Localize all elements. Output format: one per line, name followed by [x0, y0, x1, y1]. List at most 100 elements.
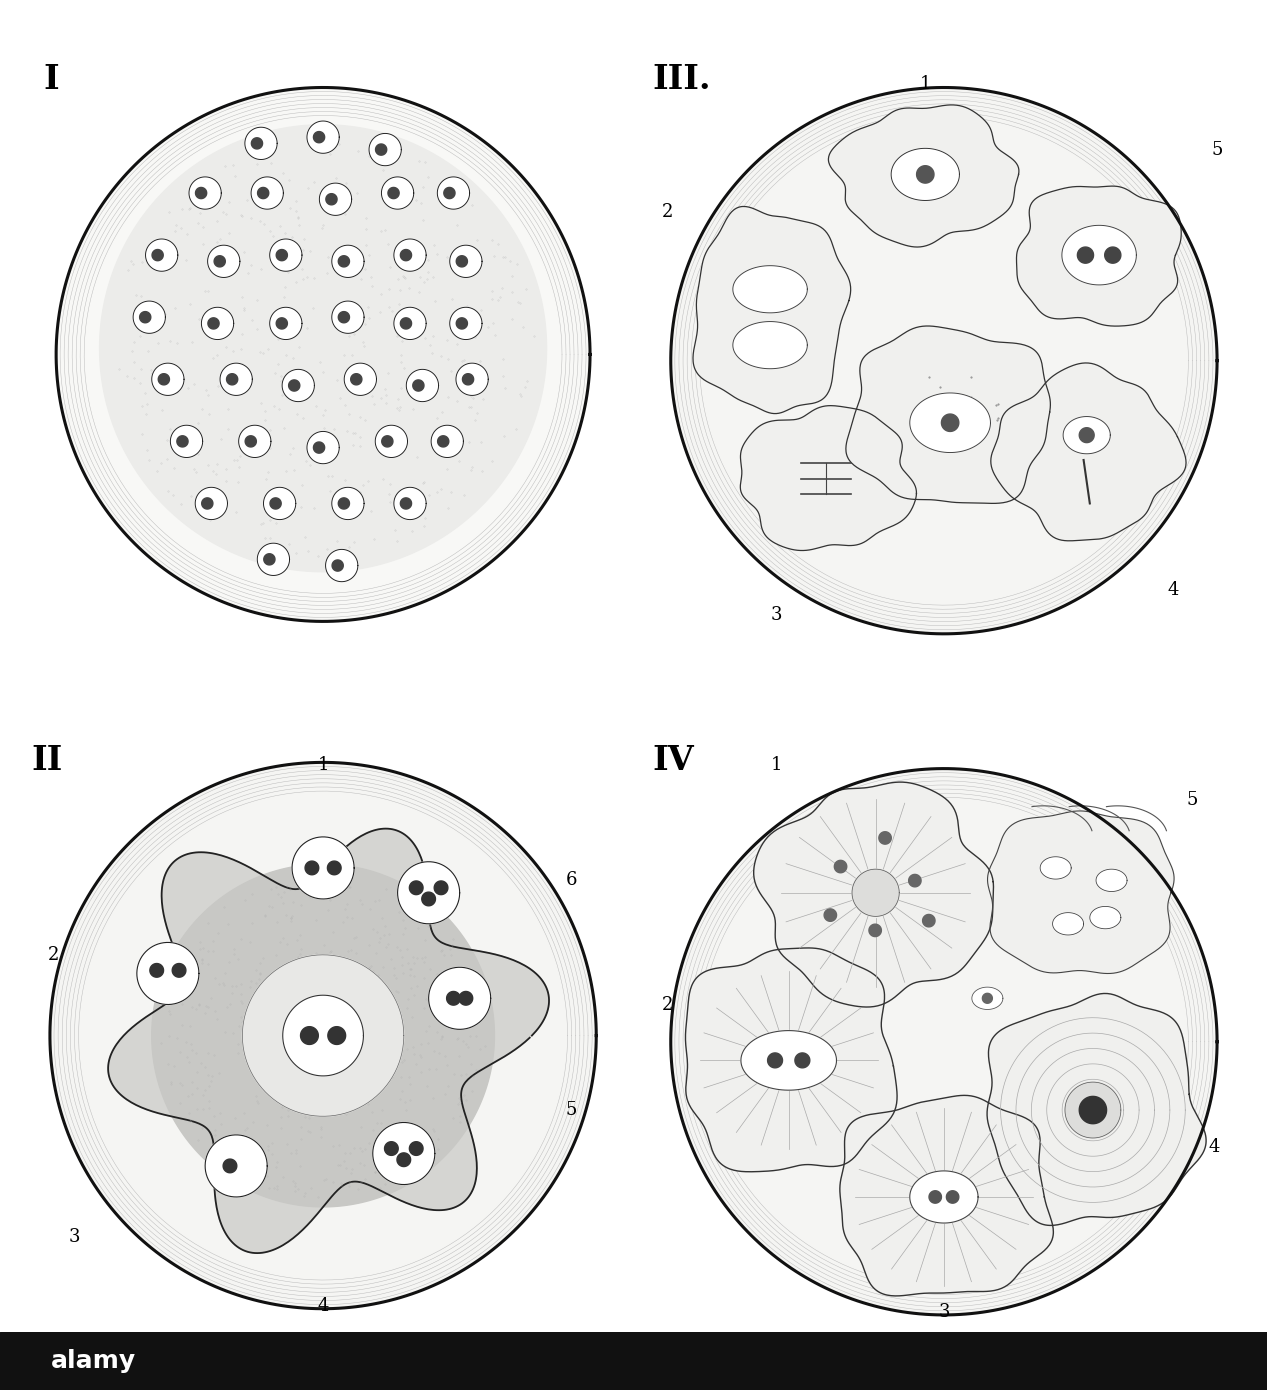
Text: 2: 2	[661, 995, 673, 1013]
Text: IV: IV	[653, 744, 694, 777]
Polygon shape	[846, 327, 1050, 503]
Polygon shape	[338, 256, 350, 267]
Polygon shape	[381, 177, 414, 208]
Text: 1: 1	[317, 756, 329, 774]
Polygon shape	[264, 553, 275, 564]
Polygon shape	[246, 436, 256, 448]
Polygon shape	[428, 967, 490, 1030]
Polygon shape	[409, 881, 423, 895]
Text: 3: 3	[938, 1302, 950, 1320]
Polygon shape	[201, 498, 213, 509]
Polygon shape	[765, 1037, 812, 1084]
Polygon shape	[941, 414, 959, 431]
Polygon shape	[413, 379, 424, 391]
Polygon shape	[289, 379, 300, 391]
Polygon shape	[732, 265, 807, 313]
Polygon shape	[840, 1095, 1053, 1295]
Polygon shape	[189, 177, 222, 208]
Polygon shape	[991, 363, 1186, 541]
Polygon shape	[152, 865, 494, 1207]
Polygon shape	[338, 498, 350, 509]
Polygon shape	[270, 239, 302, 271]
Text: 1: 1	[920, 75, 931, 93]
Polygon shape	[327, 860, 341, 874]
Polygon shape	[929, 1191, 941, 1204]
Polygon shape	[369, 133, 402, 165]
Polygon shape	[987, 994, 1206, 1226]
Polygon shape	[394, 307, 426, 339]
Polygon shape	[693, 207, 850, 414]
Text: 5: 5	[1187, 791, 1197, 809]
Polygon shape	[313, 132, 324, 143]
Polygon shape	[1105, 247, 1121, 263]
Polygon shape	[435, 881, 447, 895]
Polygon shape	[319, 183, 352, 215]
Text: 1: 1	[770, 756, 782, 774]
Polygon shape	[158, 374, 170, 385]
Polygon shape	[437, 436, 449, 448]
Text: 5: 5	[566, 1101, 576, 1119]
Polygon shape	[456, 318, 468, 329]
Polygon shape	[152, 250, 163, 261]
Polygon shape	[908, 874, 921, 887]
Polygon shape	[829, 104, 1019, 247]
Polygon shape	[869, 924, 882, 937]
Polygon shape	[1040, 856, 1071, 878]
Polygon shape	[133, 302, 166, 334]
Polygon shape	[922, 915, 935, 927]
Polygon shape	[835, 860, 846, 873]
Polygon shape	[375, 145, 386, 156]
Polygon shape	[916, 165, 934, 183]
Polygon shape	[276, 250, 288, 261]
Polygon shape	[283, 995, 364, 1076]
Polygon shape	[238, 425, 271, 457]
Text: 4: 4	[1209, 1138, 1220, 1156]
Polygon shape	[1077, 247, 1093, 263]
Polygon shape	[1062, 225, 1136, 285]
Text: 5: 5	[1211, 140, 1223, 158]
Polygon shape	[1063, 417, 1110, 453]
Polygon shape	[276, 318, 288, 329]
Polygon shape	[400, 318, 412, 329]
Polygon shape	[372, 1123, 435, 1184]
Polygon shape	[100, 125, 546, 571]
Polygon shape	[920, 1173, 968, 1220]
Polygon shape	[195, 488, 228, 520]
Polygon shape	[437, 177, 470, 208]
Polygon shape	[1079, 428, 1095, 442]
Polygon shape	[851, 869, 900, 916]
Polygon shape	[462, 374, 474, 385]
Text: 4: 4	[318, 1297, 328, 1315]
Polygon shape	[982, 994, 992, 1004]
Polygon shape	[388, 188, 399, 199]
Polygon shape	[257, 188, 269, 199]
Polygon shape	[245, 128, 277, 160]
Polygon shape	[447, 991, 460, 1005]
Polygon shape	[450, 307, 481, 339]
Polygon shape	[326, 193, 337, 204]
Polygon shape	[794, 1054, 810, 1068]
Polygon shape	[1096, 869, 1128, 891]
Polygon shape	[150, 963, 163, 977]
Polygon shape	[300, 1027, 318, 1044]
Polygon shape	[270, 498, 281, 509]
Polygon shape	[1053, 913, 1083, 935]
Polygon shape	[891, 149, 959, 200]
Polygon shape	[49, 762, 597, 1309]
Text: II: II	[32, 744, 62, 777]
Polygon shape	[670, 88, 1218, 634]
Polygon shape	[685, 948, 897, 1172]
Polygon shape	[146, 239, 177, 271]
Polygon shape	[381, 436, 393, 448]
Polygon shape	[177, 436, 188, 448]
Polygon shape	[670, 769, 1218, 1315]
Polygon shape	[394, 488, 426, 520]
Polygon shape	[214, 256, 226, 267]
Polygon shape	[1066, 1083, 1121, 1138]
Polygon shape	[910, 393, 991, 453]
Polygon shape	[251, 138, 262, 149]
Polygon shape	[351, 374, 362, 385]
Polygon shape	[201, 307, 233, 339]
Polygon shape	[741, 1030, 836, 1090]
Polygon shape	[242, 955, 404, 1116]
